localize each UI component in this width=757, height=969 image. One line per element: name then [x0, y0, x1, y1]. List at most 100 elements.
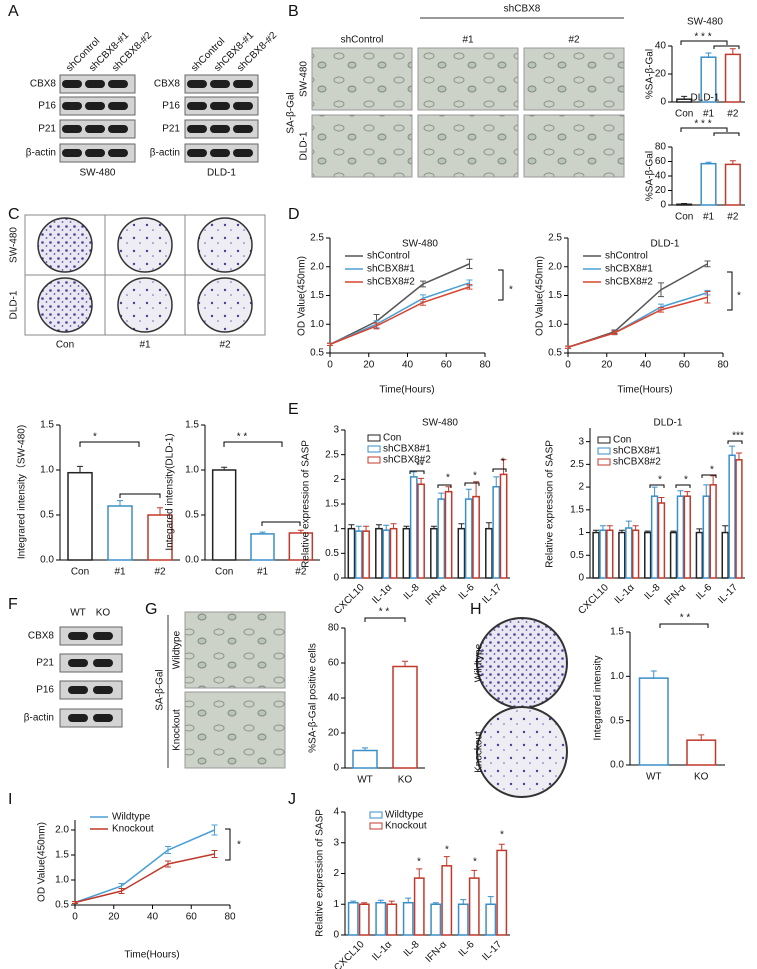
panel-letter: I	[8, 791, 12, 808]
error-bar	[375, 524, 382, 530]
y-axis-label: OD Value(450nm)	[535, 256, 546, 336]
y-tick-label: 2	[333, 868, 339, 879]
column-label: shControl	[341, 35, 384, 46]
x-tick-label: CXCL10	[332, 939, 367, 969]
bar	[599, 529, 607, 579]
blot-band	[85, 102, 105, 110]
error-bar	[651, 486, 658, 497]
bar	[606, 529, 614, 579]
x-tick-label: 20	[363, 360, 375, 371]
blot-band	[187, 125, 207, 133]
significance-bracket	[492, 468, 507, 472]
y-tick-label: 80	[328, 623, 340, 634]
bar	[413, 877, 425, 936]
x-tick-label: IL-8	[643, 582, 663, 602]
y-tick-label: 0.5	[570, 550, 584, 561]
y-tick-label: 1.5	[55, 850, 69, 861]
x-tick-label: IFN-α	[663, 582, 689, 608]
bar	[457, 527, 466, 579]
x-tick-label: IL-17	[480, 582, 504, 606]
legend-label: shControl	[605, 251, 648, 262]
blot-row-label: P21	[38, 124, 56, 135]
blot-column-label: KO	[96, 608, 111, 619]
significance-bracket	[727, 440, 743, 444]
bar	[638, 677, 669, 766]
y-tick-label: 80	[655, 142, 667, 153]
y-tick-label: 0	[660, 97, 666, 108]
micrograph	[523, 114, 625, 178]
y-tick-label: 40	[655, 171, 667, 182]
bar	[631, 529, 640, 579]
bar	[676, 495, 685, 579]
x-tick-label: 60	[679, 360, 691, 371]
y-axis-label: OD Value(450nm)	[297, 256, 308, 336]
error-bar	[460, 899, 467, 905]
row-label: SW-480	[9, 227, 20, 263]
y-tick-label: 2.5	[548, 233, 562, 244]
error-bar	[418, 477, 425, 485]
x-tick-label: 80	[224, 912, 236, 923]
bar	[496, 849, 508, 936]
bar	[468, 877, 480, 936]
legend-label: Knockout	[112, 824, 154, 835]
error-bar	[118, 888, 125, 894]
error-bar	[705, 52, 712, 58]
blot-band	[187, 102, 207, 110]
micrograph	[417, 47, 519, 111]
error-bar	[350, 900, 357, 904]
bar	[389, 527, 398, 579]
error-bar	[432, 902, 439, 905]
bar	[358, 903, 370, 936]
y-tick-label: 2.5	[570, 459, 584, 470]
x-tick-label: KO	[694, 772, 709, 783]
colony-dish	[197, 217, 253, 273]
error-bar	[383, 524, 390, 531]
y-tick-label: 0	[333, 763, 339, 774]
x-axis-label: Time(Hours)	[124, 950, 179, 961]
bar	[347, 527, 356, 579]
error-bar	[402, 660, 408, 667]
error-bar	[297, 529, 304, 534]
error-bar	[355, 525, 362, 532]
error-bar	[606, 525, 613, 531]
error-bar	[259, 531, 266, 535]
blot-band	[233, 125, 253, 133]
error-bar	[729, 160, 736, 165]
bar	[347, 901, 359, 936]
error-bar	[500, 459, 507, 475]
colony-dish	[117, 217, 173, 273]
significance: *	[446, 473, 450, 484]
error-bar	[327, 342, 333, 347]
group-label: shCBX8	[504, 4, 541, 15]
significance: *	[501, 457, 505, 468]
bar	[721, 531, 729, 579]
blot-band	[210, 149, 230, 157]
y-axis-label: Relative expression of SASP	[545, 440, 556, 568]
y-tick-label: 2.0	[310, 261, 324, 272]
x-tick-label: #2	[727, 212, 739, 223]
legend-label: Knockout	[385, 821, 427, 832]
y-tick-label: 1.5	[185, 420, 199, 431]
y-tick-label: 1	[333, 899, 339, 910]
y-tick-label: 4	[333, 807, 339, 818]
error-bar	[361, 902, 368, 905]
blot-column-label: WT	[70, 608, 86, 619]
error-bar	[658, 307, 664, 313]
panel-letter: C	[8, 206, 20, 223]
bar	[352, 749, 378, 769]
error-bar	[599, 525, 606, 531]
x-tick-label: 60	[186, 912, 198, 923]
significance: * * *	[694, 32, 711, 43]
error-bar	[348, 524, 355, 530]
bar	[430, 903, 442, 936]
y-tick-label: 1.5	[40, 420, 54, 431]
blot-row-label: β-actin	[150, 148, 180, 159]
error-bar	[373, 322, 380, 330]
blot-band	[108, 149, 128, 157]
significance: *	[710, 465, 714, 476]
column-label: #2	[568, 35, 580, 46]
error-bar	[466, 258, 473, 269]
row-label: DLD-1	[9, 290, 20, 319]
blot-row-label: P16	[36, 685, 54, 696]
x-tick-label: 40	[402, 360, 414, 371]
